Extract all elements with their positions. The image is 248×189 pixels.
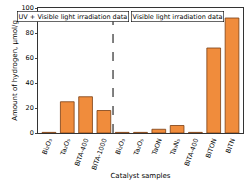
svg-text:100: 100 [21,4,33,12]
svg-text:80: 80 [26,29,34,37]
svg-text:BITA-400: BITA-400 [183,137,200,167]
svg-text:20: 20 [26,104,34,112]
svg-text:Ta₃N₅: Ta₃N₅ [168,137,182,157]
svg-text:TaON: TaON [150,137,164,157]
svg-text:Catalyst samples: Catalyst samples [110,172,170,180]
svg-text:Bi₂O₃: Bi₂O₃ [41,137,54,156]
svg-text:60: 60 [26,54,34,62]
svg-text:BITON: BITON [204,137,219,159]
svg-text:Ta₂O₅: Ta₂O₅ [132,137,146,157]
svg-text:40: 40 [26,79,34,87]
svg-text:Bi₂O₃: Bi₂O₃ [114,137,127,156]
svg-text:0: 0 [30,129,34,137]
svg-text:BITA-1000: BITA-1000 [90,137,109,171]
svg-text:Amount of hydrogen, µmol/g: Amount of hydrogen, µmol/g [11,20,19,121]
svg-text:Visible light irradiation data: Visible light irradiation data [133,13,223,21]
svg-text:BITN: BITN [224,137,237,154]
svg-text:Ta₂O₅: Ta₂O₅ [58,137,72,157]
svg-text:UV + Visible light irradiation: UV + Visible light irradiation data [19,13,128,21]
svg-text:BITA-400: BITA-400 [73,137,90,167]
